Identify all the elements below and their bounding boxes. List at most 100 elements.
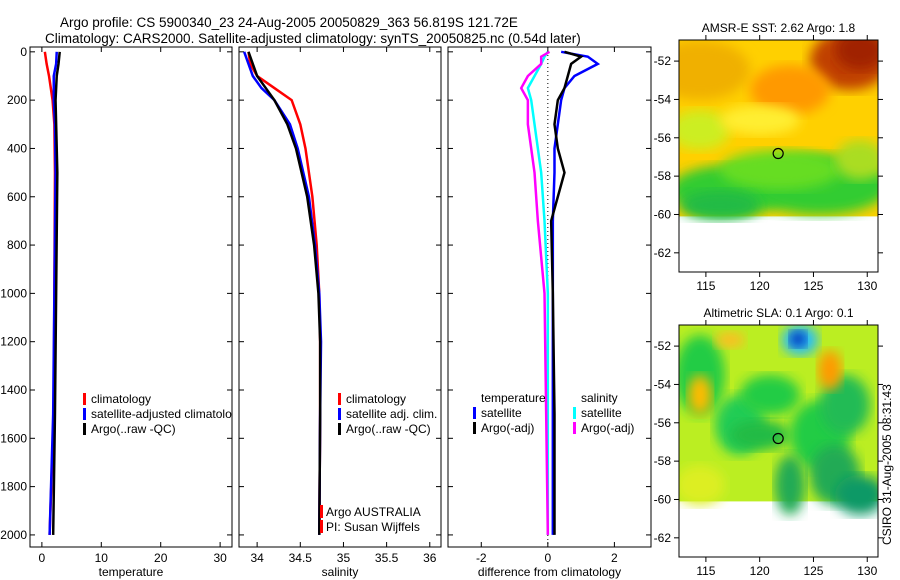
y-tick-label: 200 bbox=[7, 93, 27, 107]
legend-swatch bbox=[473, 407, 476, 419]
x-tick-label: 34.5 bbox=[289, 551, 313, 565]
annotation-swatch bbox=[320, 520, 323, 533]
series-line-argo-adj- bbox=[549, 50, 584, 535]
argo-location-marker bbox=[772, 432, 784, 445]
annotation-swatch bbox=[320, 505, 323, 518]
x-tick-label: 130 bbox=[857, 279, 877, 293]
annotation-label: Argo AUSTRALIA bbox=[326, 505, 421, 519]
x-tick-label: 125 bbox=[803, 564, 823, 578]
x-tick-label: 0 bbox=[39, 551, 46, 565]
figure-title-line2: Climatology: CARS2000. Satellite-adjuste… bbox=[45, 31, 581, 46]
x-tick-label: 36 bbox=[423, 551, 437, 565]
figure-title-line1: Argo profile: CS 5900340_23 24-Aug-2005 … bbox=[60, 15, 518, 30]
y-tick-label: 800 bbox=[7, 238, 27, 252]
legend-label: Argo(-adj) bbox=[481, 421, 534, 435]
series-group bbox=[519, 47, 601, 547]
field-patch bbox=[835, 475, 878, 515]
field-patch bbox=[720, 150, 840, 190]
x-tick-label: 35.5 bbox=[375, 551, 399, 565]
x-tick-label: 0 bbox=[544, 551, 551, 565]
field-patch bbox=[790, 331, 806, 347]
profile-panel-2: 34 34.5 35 35.5 36 salinity climatologysatelli… bbox=[238, 46, 442, 579]
x-tick-label: 34 bbox=[250, 551, 264, 565]
legend-label: satellite-adjusted climatology bbox=[91, 407, 244, 421]
sla-map: Altimetric SLA: 0.1 Argo: 0.1 115 120 125 13… bbox=[654, 306, 883, 578]
y-tick-label: 600 bbox=[7, 190, 27, 204]
series-line-satellite-adj-clim- bbox=[243, 51, 323, 535]
field-patch bbox=[679, 110, 730, 150]
y-tick-label: -60 bbox=[654, 207, 672, 221]
y-tick-label: 1200 bbox=[0, 335, 27, 349]
map-frame bbox=[678, 324, 879, 558]
field-patch bbox=[750, 65, 830, 115]
series-line-climatology bbox=[247, 51, 322, 535]
legend-label: satellite bbox=[581, 406, 622, 420]
y-tick-label: 400 bbox=[7, 141, 27, 155]
x-tick-label: 115 bbox=[696, 564, 715, 578]
x-axis-label: temperature bbox=[99, 565, 164, 579]
legend-swatch bbox=[338, 393, 341, 405]
y-tick-label: 1800 bbox=[0, 480, 27, 494]
series-line-satellite bbox=[551, 50, 601, 535]
map-image bbox=[679, 40, 878, 220]
y-tick-label: -54 bbox=[654, 377, 672, 391]
map-title: AMSR-E SST: 2.62 Argo: 1.8 bbox=[702, 21, 856, 35]
series-line-argo-raw-qc- bbox=[51, 51, 61, 535]
y-tick-label: 2000 bbox=[0, 528, 27, 542]
legend-header-salinity: salinity bbox=[581, 391, 618, 405]
legend-swatch bbox=[573, 422, 576, 434]
field-patch bbox=[818, 350, 842, 390]
legend-label: satellite adj. clim. bbox=[346, 407, 437, 421]
x-tick-label: 130 bbox=[857, 564, 877, 578]
axes-frame bbox=[447, 46, 652, 548]
y-tick-label: 1400 bbox=[0, 383, 27, 397]
y-tick-label: -58 bbox=[654, 454, 672, 468]
axes-frame bbox=[29, 46, 233, 548]
legend-swatch bbox=[338, 408, 341, 420]
map-frame bbox=[678, 39, 879, 273]
y-tick-label: -52 bbox=[654, 339, 672, 353]
series-line-argo-adj- bbox=[519, 50, 551, 535]
y-tick-label: -56 bbox=[654, 416, 672, 430]
x-axis-label: salinity bbox=[322, 565, 359, 579]
profile-panel-1: 0 10 20 30 temperature 0 200 400 600 800 1000 1200 1… bbox=[0, 45, 244, 579]
x-tick-label: -2 bbox=[476, 551, 487, 565]
field-patch bbox=[679, 465, 725, 505]
x-tick-label: 20 bbox=[154, 551, 168, 565]
map-title: Altimetric SLA: 0.1 Argo: 0.1 bbox=[703, 306, 853, 320]
field-patch bbox=[835, 40, 878, 70]
field-patch bbox=[688, 375, 712, 415]
x-tick-label: 125 bbox=[803, 279, 823, 293]
map-image bbox=[679, 325, 878, 515]
series-line-argo-raw-qc- bbox=[247, 51, 322, 535]
y-tick-label: -62 bbox=[654, 531, 672, 545]
legend-swatch bbox=[83, 393, 86, 405]
legend-label: climatology bbox=[346, 392, 406, 406]
field-patch bbox=[720, 105, 800, 135]
legend-swatch bbox=[473, 422, 476, 434]
legend-swatch bbox=[573, 407, 576, 419]
x-tick-label: 115 bbox=[696, 279, 715, 293]
field-patch bbox=[680, 190, 760, 220]
x-axis-label: difference from climatology bbox=[478, 565, 621, 579]
x-tick-label: 35 bbox=[337, 551, 351, 565]
y-tick-label: -60 bbox=[654, 492, 672, 506]
field-patch bbox=[775, 455, 805, 515]
y-tick-label: -52 bbox=[654, 54, 672, 68]
legend-label: Argo(..raw -QC) bbox=[346, 422, 431, 436]
legend-swatch bbox=[338, 423, 341, 435]
y-tick-label: -56 bbox=[654, 131, 672, 145]
y-tick-label: -54 bbox=[654, 92, 672, 106]
sst-map: AMSR-E SST: 2.62 Argo: 1.8 115 120 125 130 -5… bbox=[654, 21, 883, 293]
y-tick-label: -58 bbox=[654, 169, 672, 183]
x-tick-label: 30 bbox=[213, 551, 227, 565]
x-tick-label: 10 bbox=[95, 551, 109, 565]
legend-label: Argo(..raw -QC) bbox=[91, 422, 176, 436]
field-patch bbox=[835, 140, 878, 180]
credit-label: CSIRO 31-Aug-2005 08:31:43 bbox=[880, 384, 894, 545]
legend-label: climatology bbox=[91, 392, 151, 406]
field-patch bbox=[715, 332, 745, 348]
